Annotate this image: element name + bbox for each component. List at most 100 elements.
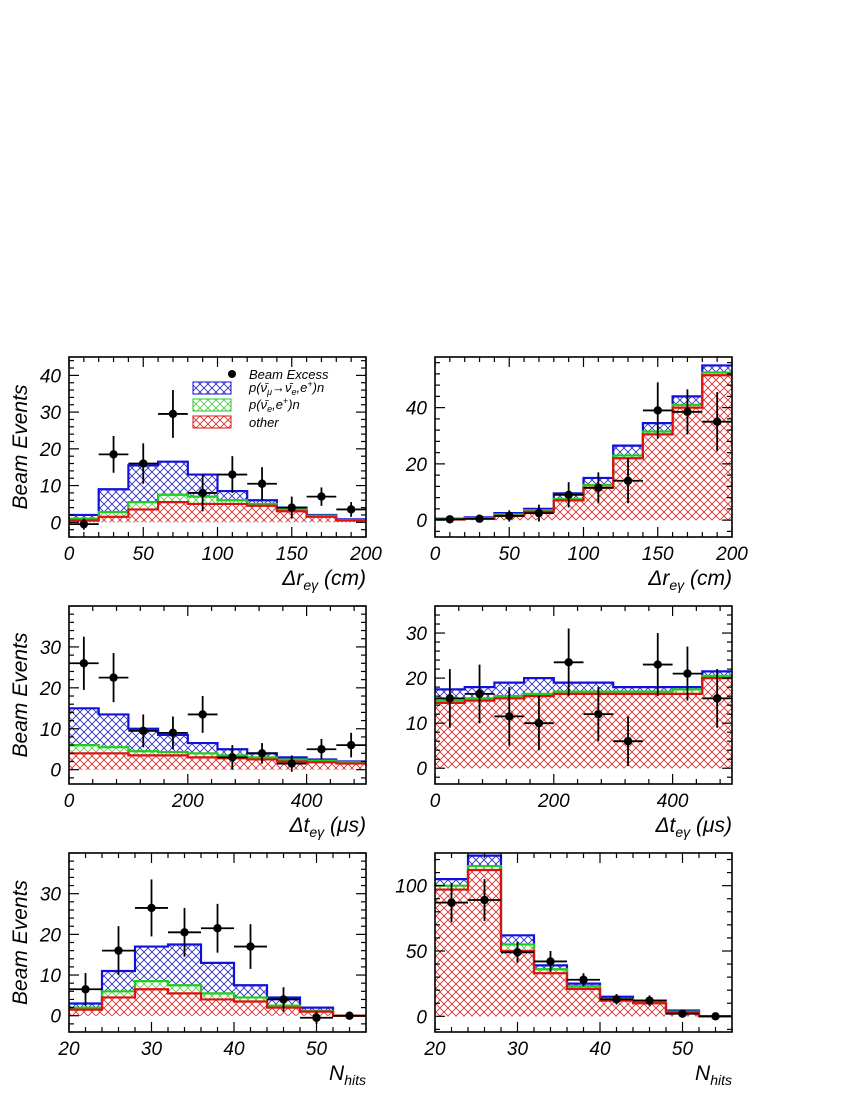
excess-point (594, 709, 603, 719)
x-axis-label-unit: (μs) (324, 814, 366, 837)
excess-point (653, 660, 662, 669)
excess-point (445, 694, 455, 703)
excess-point (623, 736, 633, 746)
x-axis-label: Δteγ (μs) (288, 814, 366, 840)
x-tick-label: 0 (64, 791, 75, 812)
y-tick-label: 50 (406, 942, 428, 963)
other-outline (435, 868, 732, 1018)
excess-point (513, 948, 522, 957)
x-tick-label: 40 (589, 1039, 611, 1060)
excess-point (683, 407, 692, 417)
excess-point (317, 745, 326, 754)
other-fill (435, 869, 732, 1017)
y-tick-label: 10 (406, 714, 428, 735)
excess-point (579, 975, 588, 984)
y-tick-label: 10 (40, 966, 62, 987)
excess-point (109, 673, 118, 682)
other-fill (69, 989, 366, 1016)
x-tick-label: 50 (672, 1039, 694, 1060)
x-tick-label: 200 (171, 791, 204, 812)
x-tick-label: 30 (507, 1039, 529, 1060)
excess-point (79, 519, 89, 529)
y-tick-label: 20 (39, 925, 62, 946)
legend-swatch-signal (192, 381, 232, 395)
excess-point (346, 505, 356, 514)
excess-point (168, 728, 178, 738)
y-tick-label: 40 (406, 399, 428, 420)
excess-point (505, 511, 514, 521)
excess-point (345, 1011, 354, 1020)
y-tick-label: 0 (50, 761, 61, 782)
excess-point (546, 957, 555, 966)
y-tick-label: 0 (416, 759, 427, 780)
legend-label-nuebar: p(ν̄e,e+)n (248, 396, 300, 414)
x-axis-label-sub: eγ (303, 577, 319, 593)
excess-point (198, 710, 207, 719)
legend-swatch-other (192, 415, 232, 429)
x-tick-label: 400 (657, 791, 689, 812)
legend-label-signal: p(ν̄μ→ν̄e,e+)n (248, 379, 324, 397)
x-axis-label: Δteγ (μs) (654, 814, 732, 840)
y-tick-label: 100 (395, 877, 427, 898)
x-axis-label: Nhits (695, 1062, 732, 1088)
y-tick-label: 30 (406, 624, 428, 645)
excess-point (534, 718, 544, 728)
excess-point (623, 476, 633, 485)
x-axis-label-main: Δr (647, 567, 670, 590)
excess-point (228, 470, 237, 479)
excess-point (645, 996, 654, 1005)
plot-frame (68, 605, 367, 785)
excess-point (594, 483, 603, 492)
x-tick-label: 0 (430, 791, 441, 812)
x-tick-label: 50 (133, 544, 155, 565)
y-tick-label: 40 (40, 366, 62, 387)
excess-point (712, 694, 722, 703)
y-axis-label: Beam Events (9, 384, 32, 509)
x-axis-label-main: Δt (654, 814, 676, 837)
x-axis-label-main: N (329, 1062, 345, 1085)
excess-point (712, 417, 722, 426)
excess-point (480, 895, 489, 905)
y-tick-label: 30 (40, 885, 62, 906)
x-tick-label: 30 (141, 1039, 163, 1060)
x-tick-label: 400 (291, 791, 323, 812)
other-outline (69, 988, 366, 1017)
plot-frame (434, 605, 733, 785)
excess-point (564, 658, 573, 667)
excess-point (168, 409, 178, 419)
panel-dt-total: 0 200 400 0 10 20 30 Δteγ (μs) (405, 605, 733, 840)
excess-point (445, 515, 455, 524)
excess-point (475, 514, 484, 523)
panel-nhits-total: 20 30 40 50 0 50 100 Nhits (395, 852, 733, 1088)
other-fill (435, 375, 732, 521)
panel-dt-excess: 0 200 400 0 10 20 30 Δteγ (μs) Beam Events (9, 605, 367, 840)
legend-swatch-nuebar (192, 398, 232, 412)
y-tick-label: 0 (416, 511, 427, 532)
excess-point (678, 1009, 687, 1018)
excess-point (79, 659, 89, 668)
x-axis-label-unit: (cm) (318, 567, 366, 590)
excess-point (109, 450, 118, 459)
excess-point (653, 406, 662, 415)
signal-outline (69, 943, 366, 1017)
excess-point (534, 508, 544, 518)
y-tick-label: 10 (40, 720, 62, 741)
nuebar-outline (435, 674, 732, 702)
y-axis-label: Beam Events (9, 880, 32, 1005)
y-tick-label: 0 (416, 1007, 427, 1028)
excess-point (505, 712, 514, 721)
legend-label-beam-excess: Beam Excess (249, 367, 329, 382)
legend-label-other: other (249, 415, 279, 430)
y-tick-label: 0 (50, 1007, 61, 1028)
x-tick-label: 50 (499, 544, 521, 565)
excess-point (246, 942, 255, 951)
panel-dr-total: 0 50 100 150 200 0 20 40 Δreγ (cm) (405, 356, 748, 593)
excess-point (198, 488, 207, 498)
x-axis-label: Δreγ (cm) (647, 567, 732, 593)
excess-point (180, 928, 189, 937)
excess-point (287, 503, 296, 512)
y-tick-label: 20 (405, 669, 428, 690)
x-tick-label: 200 (537, 791, 570, 812)
excess-point (317, 492, 326, 501)
